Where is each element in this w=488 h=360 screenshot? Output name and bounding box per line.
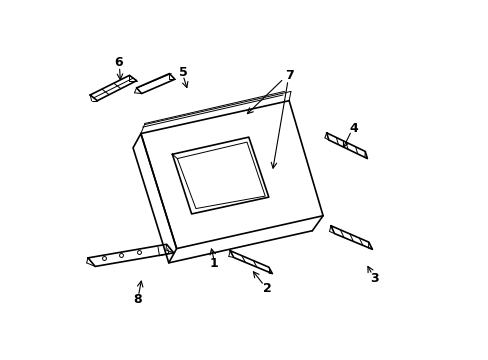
- Text: 3: 3: [370, 272, 378, 285]
- Text: 4: 4: [348, 122, 357, 135]
- Text: 8: 8: [133, 293, 142, 306]
- Text: 1: 1: [209, 257, 218, 270]
- Text: 6: 6: [114, 56, 123, 69]
- Text: 7: 7: [284, 69, 293, 82]
- Text: 2: 2: [263, 283, 271, 296]
- Text: 5: 5: [179, 66, 188, 79]
